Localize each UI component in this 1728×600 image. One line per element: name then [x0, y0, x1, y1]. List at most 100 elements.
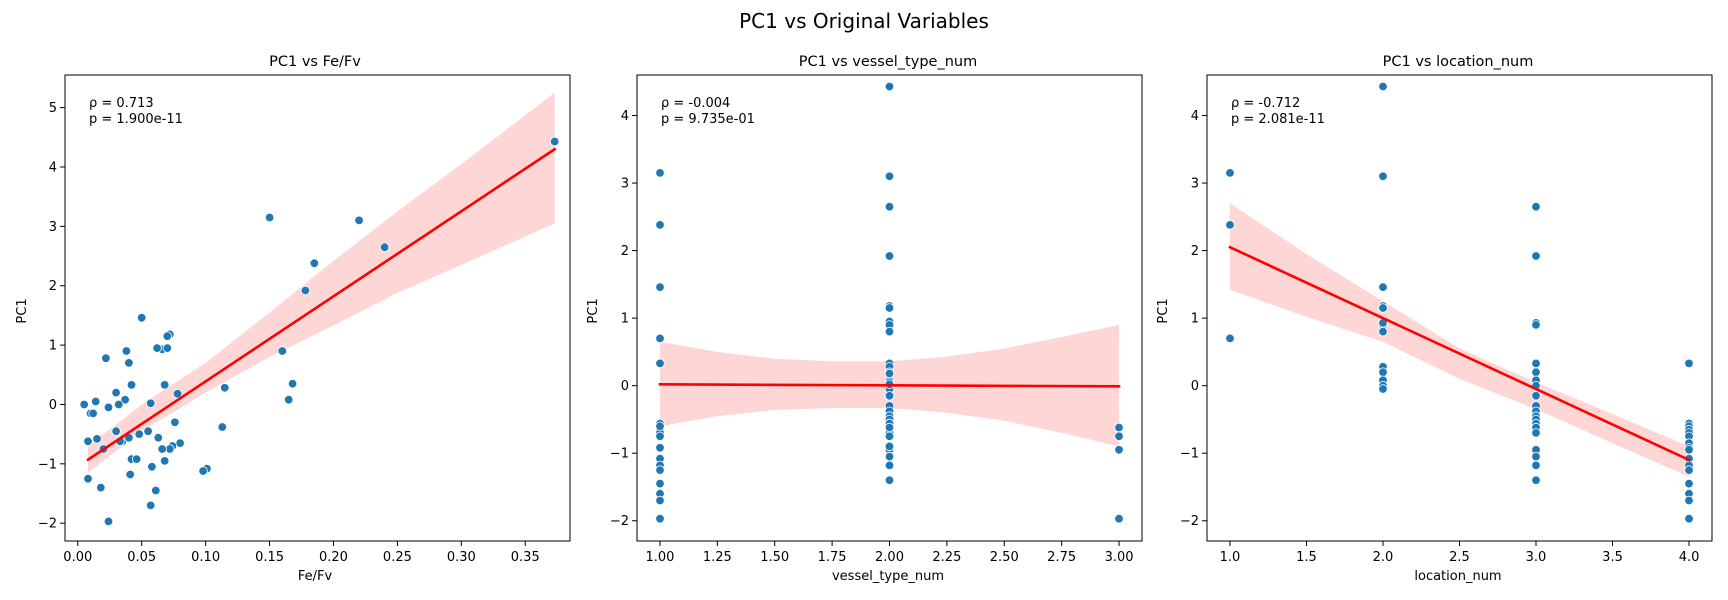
x-tick-label: 1.5	[1296, 550, 1317, 565]
data-point	[1684, 445, 1694, 455]
data-point	[655, 495, 665, 506]
x-tick-label: 2.00	[875, 550, 904, 565]
data-point	[1114, 431, 1124, 442]
data-point	[1684, 465, 1694, 475]
data-point	[1114, 445, 1124, 455]
data-point	[217, 422, 228, 432]
data-point	[131, 454, 142, 464]
data-point	[884, 441, 895, 452]
data-point	[151, 485, 161, 496]
data-point	[103, 402, 114, 413]
x-tick-label: 3.5	[1602, 550, 1623, 565]
x-tick-label: 3.0	[1526, 550, 1547, 565]
data-point	[79, 399, 89, 410]
data-point	[170, 417, 180, 428]
stats-annotation-rho: ρ = 0.713	[89, 96, 154, 111]
data-point	[159, 380, 170, 390]
data-point	[121, 346, 132, 356]
y-tick-label: −1	[38, 457, 57, 472]
axes-frame	[64, 74, 571, 542]
data-point	[884, 251, 895, 261]
data-point	[126, 380, 137, 390]
data-point	[884, 431, 895, 442]
data-point	[884, 303, 895, 313]
y-tick-label: 0	[1191, 379, 1199, 394]
x-tick-label: 1.0	[1220, 550, 1241, 565]
data-point	[1684, 514, 1694, 524]
data-point	[96, 482, 106, 493]
data-point	[157, 444, 167, 454]
data-point	[1378, 384, 1388, 394]
data-point	[884, 201, 895, 212]
data-point	[655, 514, 665, 524]
data-point	[159, 456, 170, 466]
data-point	[884, 326, 895, 337]
data-point	[1531, 251, 1541, 261]
data-point	[1378, 81, 1388, 92]
data-point	[655, 333, 665, 344]
data-point	[655, 282, 665, 292]
y-tick-label: 5	[49, 101, 57, 116]
data-point	[143, 426, 153, 436]
data-point	[134, 429, 144, 439]
regression-line	[1228, 245, 1691, 462]
y-axis-label: PC1	[586, 298, 601, 323]
data-point	[83, 474, 93, 484]
data-point	[1378, 367, 1388, 377]
data-point	[1684, 358, 1694, 369]
x-axis-label: location_num	[1414, 569, 1501, 584]
data-point	[655, 431, 665, 442]
subplot-title: PC1 vs location_num	[1383, 54, 1534, 70]
data-point	[1531, 475, 1541, 485]
data-point	[655, 358, 665, 369]
x-tick-label: 0.10	[191, 550, 220, 565]
y-tick-label: −2	[38, 517, 57, 532]
data-point	[884, 81, 895, 92]
x-tick-label: 1.50	[760, 550, 789, 565]
data-point	[90, 396, 101, 407]
y-tick-label: 4	[49, 161, 57, 176]
y-tick-label: 2	[49, 279, 57, 294]
data-point	[1531, 391, 1541, 401]
x-tick-label: 0.20	[319, 550, 348, 565]
x-tick-label: 0.15	[255, 550, 284, 565]
y-tick-label: 3	[621, 177, 629, 192]
data-point	[162, 331, 173, 341]
data-point	[884, 171, 895, 182]
x-tick-label: 2.0	[1373, 550, 1394, 565]
x-tick-label: 1.00	[645, 550, 674, 565]
data-point	[1531, 358, 1541, 369]
data-point	[198, 466, 208, 476]
data-point	[655, 443, 665, 453]
y-tick-label: −1	[1180, 447, 1199, 462]
x-tick-label: 2.25	[932, 550, 961, 565]
y-axis-label: PC1	[1156, 298, 1171, 323]
data-point	[884, 460, 895, 471]
data-point	[884, 391, 895, 401]
data-point	[113, 399, 124, 410]
x-tick-label: 1.75	[818, 550, 847, 565]
y-tick-label: −1	[610, 447, 629, 462]
x-tick-label: 0.30	[447, 550, 476, 565]
x-tick-label: 0.35	[511, 550, 540, 565]
data-point	[125, 469, 135, 480]
data-point	[277, 346, 288, 356]
data-point	[1114, 422, 1124, 433]
y-tick-label: −2	[610, 514, 629, 529]
data-point	[111, 387, 121, 398]
y-tick-label: 1	[1191, 312, 1199, 327]
data-point	[1378, 171, 1388, 182]
data-point	[1684, 478, 1694, 489]
data-point	[1531, 451, 1541, 462]
data-point	[309, 258, 320, 268]
data-point	[1225, 333, 1235, 344]
data-point	[264, 212, 275, 223]
y-tick-label: 4	[621, 109, 629, 124]
stats-annotation-rho: ρ = -0.004	[661, 96, 730, 111]
y-axis-label: PC1	[15, 298, 30, 323]
data-point	[88, 408, 98, 419]
data-point	[1378, 282, 1388, 292]
x-tick-label: 0.00	[63, 550, 92, 565]
data-point	[172, 389, 183, 399]
